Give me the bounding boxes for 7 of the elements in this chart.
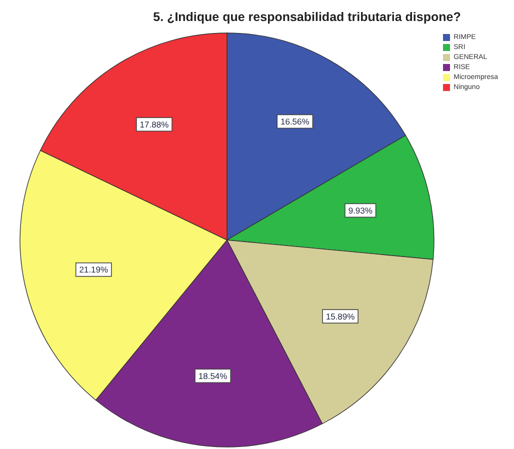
- data-label: 9.93%: [348, 205, 373, 216]
- data-label: 15.89%: [326, 311, 356, 322]
- chart-title: 5. ¿Indique que responsabilidad tributaria dispone?: [152, 10, 462, 24]
- data-label: 18.54%: [198, 370, 228, 381]
- data-label: 16.56%: [280, 116, 310, 126]
- data-label: 17.88%: [140, 119, 170, 130]
- data-label: 21.19%: [79, 264, 108, 275]
